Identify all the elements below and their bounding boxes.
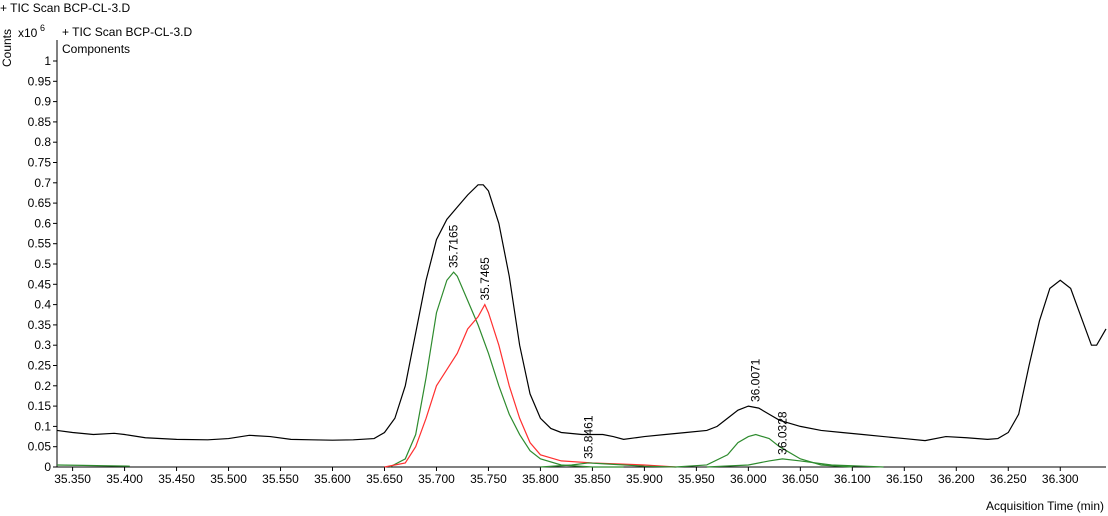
x-tick-label: 36.100	[834, 472, 871, 486]
x-tick-label: 35.500	[210, 472, 247, 486]
x-tick-label: 36.250	[990, 472, 1027, 486]
y-tick-label: 0.15	[28, 399, 52, 413]
x-tick-label: 36.300	[1042, 472, 1079, 486]
component-line	[706, 458, 884, 468]
chart-title: + TIC Scan BCP-CL-3.D	[0, 1, 130, 15]
x-tick-label: 35.800	[522, 472, 559, 486]
x-tick-label: 35.350	[54, 472, 91, 486]
y-exponent: 6	[40, 23, 45, 33]
tic-line	[56, 184, 1107, 442]
peak-label: 35.8461	[581, 415, 595, 459]
x-tick-label: 35.450	[158, 472, 195, 486]
y-multiplier: x10	[18, 26, 38, 40]
x-tick-label: 36.050	[782, 472, 819, 486]
y-tick-label: 0.3	[34, 338, 51, 352]
x-tick-label: 35.550	[262, 472, 299, 486]
component-line	[389, 271, 624, 468]
x-tick-label: 35.900	[626, 472, 663, 486]
x-tick-label: 35.600	[314, 472, 351, 486]
y-tick-label: 0.55	[28, 237, 52, 251]
y-tick-label: 0.8	[34, 135, 51, 149]
y-tick-label: 0.7	[34, 176, 51, 190]
x-tick-label: 35.850	[574, 472, 611, 486]
peak-label: 35.7465	[478, 257, 492, 301]
x-tick-label: 35.950	[678, 472, 715, 486]
y-tick-label: 0	[44, 460, 51, 474]
component-line	[675, 433, 853, 468]
y-tick-label: 0.4	[34, 298, 51, 312]
component-line	[56, 464, 130, 467]
x-tick-label: 36.150	[886, 472, 923, 486]
y-tick-label: 1	[44, 54, 51, 68]
y-tick-label: 0.95	[28, 74, 52, 88]
x-tick-label: 36.200	[938, 472, 975, 486]
x-axis-label: Acquisition Time (min)	[986, 499, 1104, 513]
y-tick-label: 0.9	[34, 95, 51, 109]
y-tick-label: 0.75	[28, 156, 52, 170]
component-line	[384, 303, 676, 468]
y-tick-label: 0.5	[34, 257, 51, 271]
x-tick-label: 35.400	[106, 472, 143, 486]
peak-label: 36.0328	[775, 411, 789, 455]
y-tick-label: 0.45	[28, 277, 52, 291]
y-tick-label: 0.1	[34, 419, 51, 433]
y-tick-label: 0.6	[34, 216, 51, 230]
x-tick-label: 35.700	[418, 472, 455, 486]
x-tick-label: 36.000	[730, 472, 767, 486]
peak-label: 35.7165	[447, 224, 461, 268]
component-line	[540, 462, 676, 468]
y-tick-label: 0.65	[28, 196, 52, 210]
y-tick-label: 0.35	[28, 318, 52, 332]
y-tick-label: 0.85	[28, 115, 52, 129]
y-tick-label: 0.2	[34, 379, 51, 393]
x-tick-label: 35.650	[366, 472, 403, 486]
y-tick-label: 0.25	[28, 359, 52, 373]
y-axis-label: Counts	[0, 29, 14, 67]
legend-entry: Components	[62, 42, 130, 56]
y-tick-label: 0.05	[28, 440, 52, 454]
peak-label: 36.0071	[749, 358, 763, 402]
x-tick-label: 35.750	[470, 472, 507, 486]
legend-entry: + TIC Scan BCP-CL-3.D	[62, 25, 192, 39]
